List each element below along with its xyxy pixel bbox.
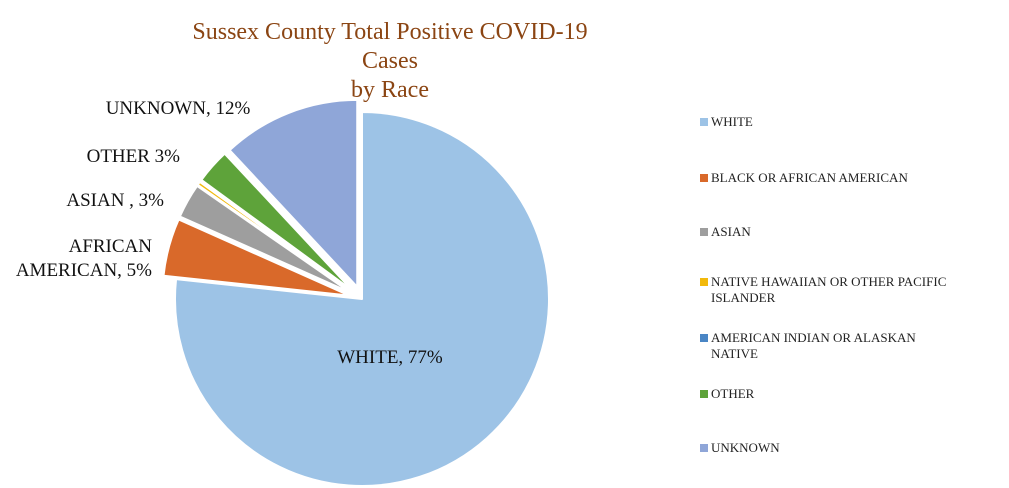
legend-swatch: [700, 174, 708, 182]
legend-swatch: [700, 228, 708, 236]
legend-item-american-indian-or-alaskan-native: AMERICAN INDIAN OR ALASKAN NATIVE: [700, 330, 990, 362]
pie-slice-american-indian-or-alaskan-native: [198, 179, 353, 293]
legend-label: UNKNOWN: [711, 440, 780, 455]
legend-label: ASIAN: [711, 224, 751, 239]
pie-slice-white: [174, 111, 550, 487]
data-label-white: WHITE, 77%: [337, 347, 443, 368]
legend-label: WHITE: [711, 114, 753, 129]
legend-swatch: [700, 390, 708, 398]
chart-title-line-2: by Race: [351, 77, 429, 103]
legend-label: BLACK OR AFRICAN AMERICAN: [711, 170, 908, 185]
pie-slices: [162, 98, 550, 487]
chart-title: Sussex County Total Positive COVID-19 Ca…: [170, 18, 610, 105]
data-label-other: OTHER 3%: [87, 146, 181, 167]
data-label-unknown: UNKNOWN, 12%: [106, 98, 251, 119]
legend-item-unknown: UNKNOWN: [700, 440, 990, 456]
legend-item-other: OTHER: [700, 386, 990, 402]
legend-label: NATIVE HAWAIIAN OR OTHER PACIFIC ISLANDER: [711, 274, 947, 305]
legend-item-asian: ASIAN: [700, 224, 990, 240]
pie-slice-asian: [178, 184, 352, 294]
data-label-asian: ASIAN , 3%: [66, 190, 164, 211]
pie-labels: WHITE, 77% AFRICAN AMERICAN, 5% ASIAN , 3% O…: [16, 98, 443, 368]
legend-label: OTHER: [711, 386, 755, 401]
pie-slice-unknown: [228, 98, 359, 288]
legend-swatch: [700, 118, 708, 126]
pie-slice-other: [200, 152, 354, 292]
legend-swatch: [700, 444, 708, 452]
legend-item-black-or-african-american: BLACK OR AFRICAN AMERICAN: [700, 170, 990, 186]
data-label-black-or-african-american: AFRICAN AMERICAN, 5%: [16, 236, 152, 281]
legend-item-native-hawaiian-or-other-pacific-islander: NATIVE HAWAIIAN OR OTHER PACIFIC ISLANDER: [700, 274, 990, 306]
pie-slice-black-or-african-american: [162, 218, 351, 297]
legend-swatch: [700, 278, 708, 286]
legend-label: AMERICAN INDIAN OR ALASKAN NATIVE: [711, 330, 916, 361]
legend-item-white: WHITE: [700, 114, 990, 130]
legend-swatch: [700, 334, 708, 342]
chart-title-line-1: Sussex County Total Positive COVID-19 Ca…: [192, 19, 588, 74]
